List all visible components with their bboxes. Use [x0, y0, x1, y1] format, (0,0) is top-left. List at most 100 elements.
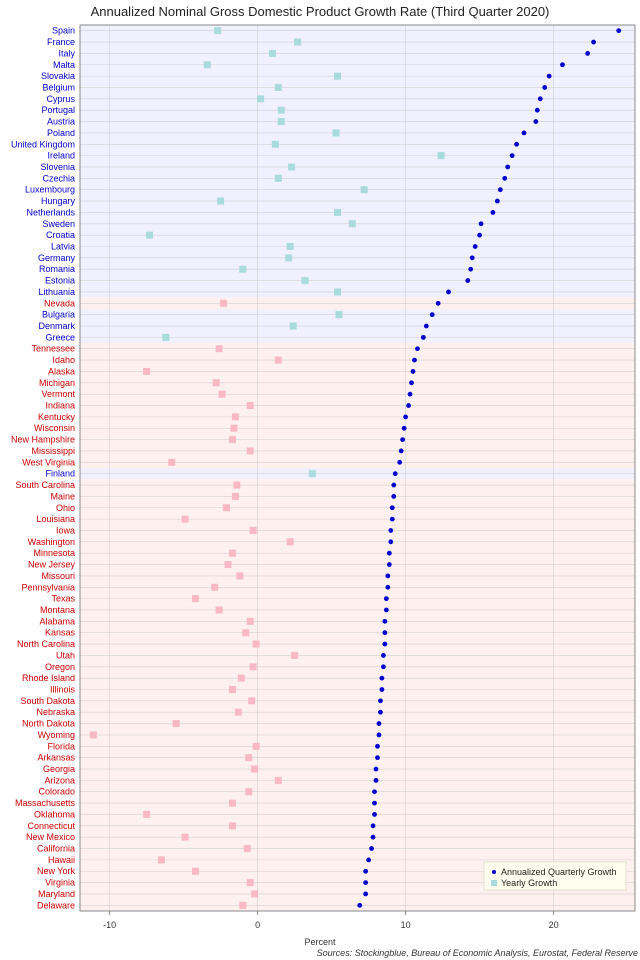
quarterly-point-tennessee [415, 346, 420, 352]
quarterly-point-czechia [502, 175, 508, 181]
row-label-missouri: Missouri [41, 571, 75, 581]
yearly-marker-colorado [245, 788, 253, 796]
row-label-portugal: Portugal [41, 105, 75, 115]
row-label-illinois: Illinois [50, 685, 76, 695]
quarterly-point-maryland [363, 891, 369, 897]
yearly-marker-pennsylvania [211, 583, 219, 591]
row-label-austria: Austria [47, 117, 75, 127]
row-label-north-dakota: North Dakota [22, 719, 75, 729]
row-label-croatia: Croatia [46, 230, 75, 240]
x-tick-label-20: 20 [549, 920, 559, 930]
quarterly-point-luxembourg [497, 187, 503, 193]
yearly-marker-minnesota [228, 549, 236, 557]
row-label-belgium: Belgium [42, 82, 75, 92]
grid-lines [80, 25, 635, 911]
row-label-colorado: Colorado [38, 787, 75, 797]
yearly-marker-new-york [191, 867, 199, 875]
quarterly-point-oregon [381, 664, 386, 670]
yearly-marker-rhode-island [237, 674, 245, 682]
row-label-washington: Washington [28, 537, 75, 547]
quarterly-point-arkansas [375, 755, 380, 761]
quarterly-point-florida [375, 743, 380, 749]
yearly-marker-virginia [246, 879, 254, 887]
yearly-marker-spain [214, 27, 222, 35]
row-bands [80, 25, 635, 911]
yearly-marker-arkansas [245, 754, 253, 762]
yearly-marker-czechia [274, 174, 282, 182]
yearly-marker-connecticut [228, 822, 236, 830]
yearly-marker-slovakia [334, 72, 342, 80]
yearly-marker-hungary [217, 197, 225, 205]
quarterly-point-croatia [477, 232, 482, 238]
quarterly-point-poland [521, 130, 527, 136]
row-label-connecticut: Connecticut [27, 821, 75, 831]
source-note: Sources: Stockingblue, Bureau of Economi… [317, 948, 638, 958]
yearly-marker-kentucky [231, 413, 239, 421]
quarterly-point-new-york [363, 868, 369, 874]
row-label-maine: Maine [50, 491, 75, 501]
yearly-growth-markers [89, 27, 445, 909]
yearly-marker-georgia [251, 765, 259, 773]
row-label-pennsylvania: Pennsylvania [21, 582, 75, 592]
row-label-west-virginia: West Virginia [22, 457, 75, 467]
yearly-marker-oregon [249, 663, 257, 671]
row-label-tennessee: Tennessee [31, 344, 75, 354]
row-label-kansas: Kansas [45, 628, 76, 638]
legend-quarterly-label: Annualized Quarterly Growth [501, 867, 617, 877]
yearly-marker-kansas [242, 629, 250, 637]
yearly-marker-new-hampshire [228, 436, 236, 444]
yearly-marker-north-carolina [252, 640, 260, 648]
row-label-cyprus: Cyprus [46, 94, 75, 104]
yearly-marker-massachusetts [228, 799, 236, 807]
yearly-marker-west-virginia [168, 458, 176, 466]
yearly-marker-slovenia [288, 163, 296, 171]
quarterly-point-iowa [388, 528, 394, 533]
yearly-marker-iowa [249, 526, 257, 534]
yearly-marker-idaho [274, 356, 282, 364]
yearly-marker-illinois [228, 686, 236, 693]
quarterly-point-georgia [373, 766, 379, 772]
quarterly-point-texas [383, 596, 389, 602]
quarterly-point-maine [391, 493, 397, 499]
chart-title: Annualized Nominal Gross Domestic Produc… [91, 4, 550, 19]
quarterly-point-south-dakota [378, 698, 383, 704]
quarterly-point-louisiana [389, 516, 395, 522]
row-label-virginia: Virginia [45, 878, 75, 888]
row-label-oklahoma: Oklahoma [34, 809, 75, 819]
quarterly-point-france [591, 39, 596, 45]
row-label-sweden: Sweden [42, 219, 75, 229]
quarterly-point-colorado [372, 789, 377, 795]
quarterly-point-portugal [534, 107, 540, 113]
yearly-marker-poland [332, 129, 340, 137]
yearly-marker-maine [231, 492, 239, 500]
yearly-marker-sweden [348, 220, 356, 228]
yearly-marker-netherlands [334, 208, 342, 216]
quarterly-point-cyprus [537, 96, 543, 102]
legend-yearly-label: Yearly Growth [501, 878, 557, 888]
x-axis-label: Percent [304, 937, 336, 947]
row-label-arkansas: Arkansas [37, 753, 75, 763]
row-label-romania: Romania [39, 264, 75, 274]
row-label-minnesota: Minnesota [33, 548, 75, 558]
row-label-slovakia: Slovakia [41, 71, 75, 81]
yearly-marker-california [243, 845, 251, 853]
row-label-latvia: Latvia [51, 242, 75, 252]
row-label-lithuania: Lithuania [38, 287, 75, 297]
yearly-marker-latvia [286, 243, 294, 250]
yearly-marker-lithuania [334, 288, 342, 296]
quarterly-point-minnesota [386, 550, 392, 556]
row-label-new-jersey: New Jersey [28, 560, 76, 570]
yearly-marker-austria [277, 118, 285, 126]
row-label-montana: Montana [40, 605, 75, 615]
yearly-marker-michigan [212, 379, 220, 387]
yearly-marker-delaware [239, 901, 247, 909]
yearly-marker-wyoming [89, 731, 97, 739]
row-label-poland: Poland [47, 128, 75, 138]
yearly-marker-alaska [143, 367, 151, 375]
quarterly-point-finland [392, 471, 398, 477]
row-label-wyoming: Wyoming [38, 730, 75, 740]
quarterly-point-south-carolina [391, 482, 397, 488]
quarterly-point-wisconsin [401, 425, 407, 431]
